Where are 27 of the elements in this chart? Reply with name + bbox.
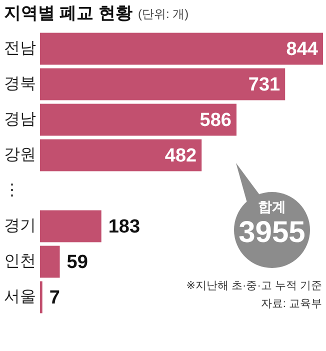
y-tick-label: 경남 [4, 110, 36, 128]
bar [40, 68, 286, 100]
y-tick-label: 강원 [4, 146, 36, 164]
data-label: 586 [200, 110, 232, 131]
y-tick-label: 서울 [4, 288, 36, 306]
y-tick-label: 전남 [4, 40, 36, 57]
data-label: 7 [49, 287, 60, 308]
annotation: 합계 [258, 198, 286, 215]
bar [40, 104, 236, 136]
data-label: 482 [164, 145, 197, 166]
data-label: 731 [248, 74, 281, 96]
y-tick-label: 경북 [4, 75, 36, 92]
data-label: 844 [286, 38, 318, 60]
chart-title: 지역별 폐교 현황 [4, 3, 132, 22]
data-label: 183 [108, 216, 140, 238]
bar [40, 246, 60, 278]
bar [40, 139, 202, 172]
y-tick-label: 경기 [4, 217, 36, 234]
data-label: 59 [66, 252, 88, 273]
y-tick-label: ⋮ [4, 182, 20, 199]
annotation: ※지난해 초·중·고 누적 기준 [186, 280, 322, 292]
annotation: 자료: 교육부 [260, 298, 322, 310]
annotation: 3955 [238, 216, 306, 249]
bar [40, 32, 323, 65]
y-tick-label: 인천 [4, 252, 36, 270]
bar [40, 210, 102, 242]
chart-subtitle: (단위: 개) [138, 7, 189, 22]
